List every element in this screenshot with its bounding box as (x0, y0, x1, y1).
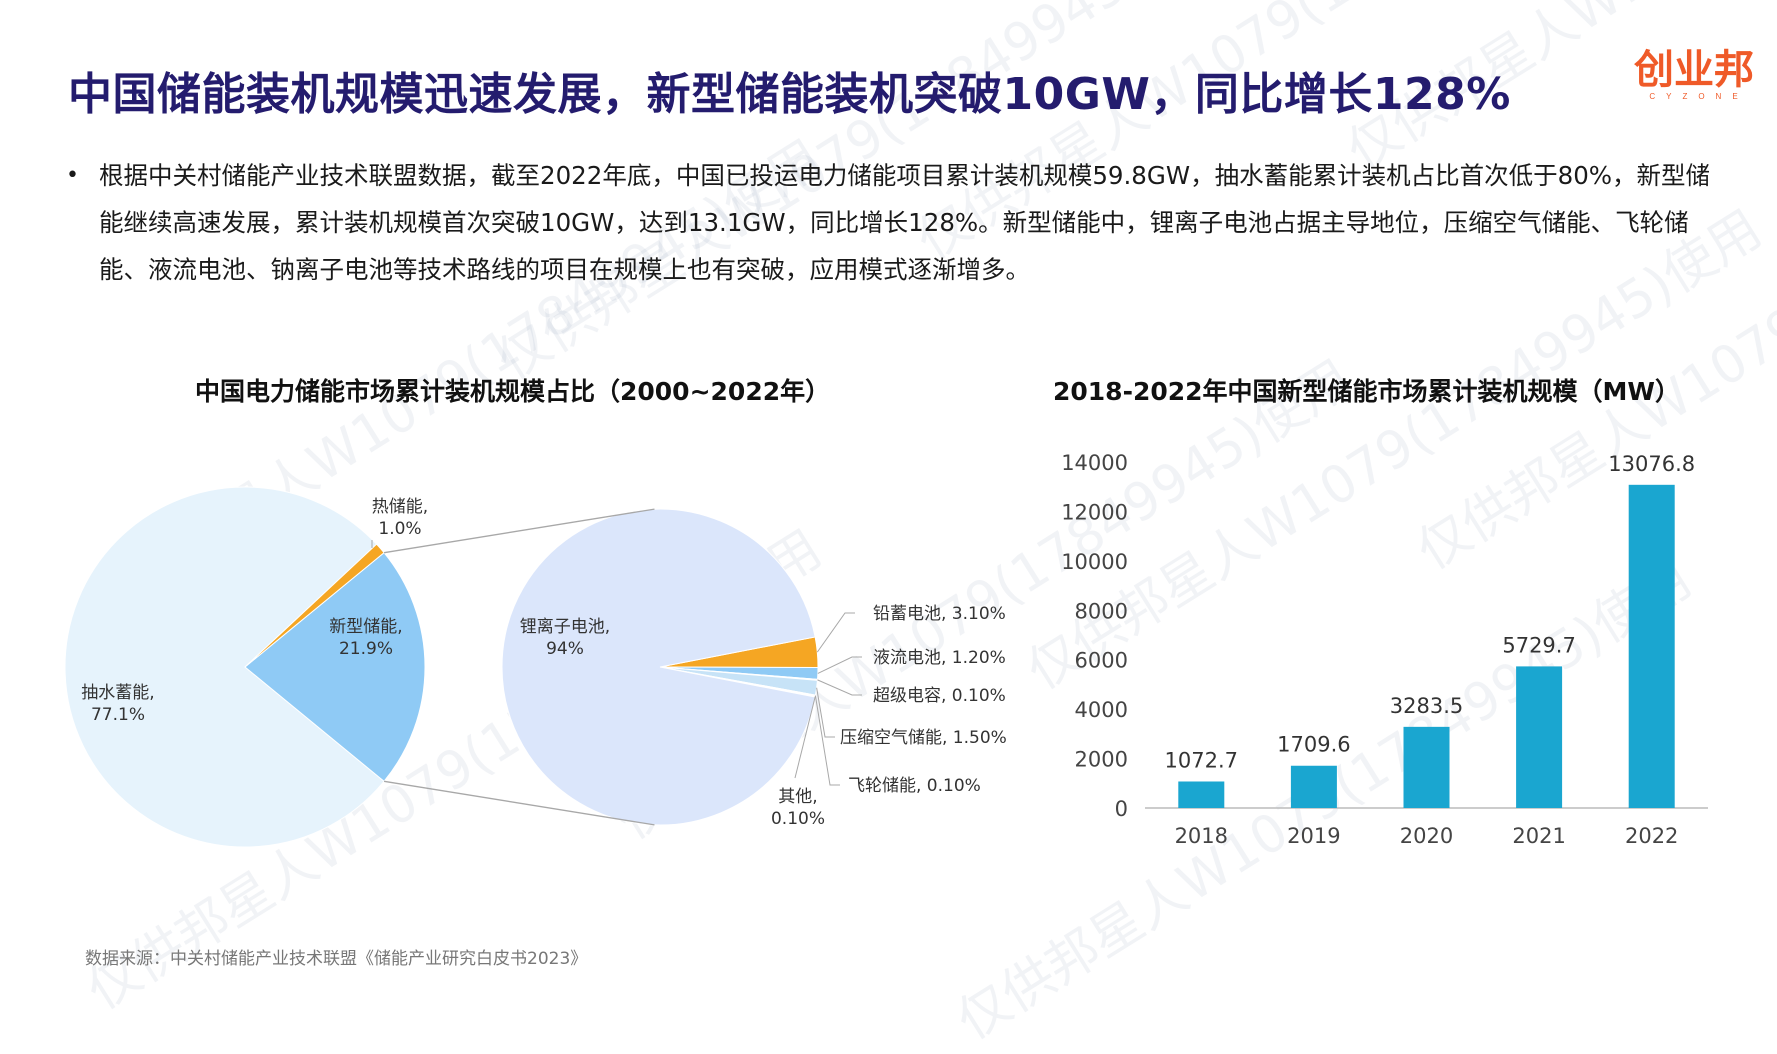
leader-breakdown-1 (816, 612, 855, 653)
leader-breakdown-2 (817, 656, 862, 674)
leader-breakdown-3 (817, 679, 862, 696)
x-tick-label: 2021 (1512, 824, 1565, 848)
brand-logo: 创业邦 CYZONE (1629, 48, 1759, 104)
summary-paragraph: • 根据中关村储能产业技术联盟数据，截至2022年底，中国已投运电力储能项目累计… (66, 152, 1716, 293)
label-new-storage-pct: 21.9% (339, 639, 393, 659)
bar-2022 (1628, 484, 1675, 808)
y-tick-label: 6000 (1075, 649, 1128, 673)
pie-of-pie-chart: 抽水蓄能,77.1% 新型储能,21.9% 热储能,1.0% 锂离子电池,94% 铅蓄电… (64, 486, 1007, 848)
pie-slice-lithium (501, 508, 816, 826)
logo-text: 创业邦 (1634, 47, 1754, 93)
label-other: 其他, (778, 787, 817, 807)
leader-breakdown-5 (814, 695, 840, 786)
bar-value-label: 5729.7 (1502, 633, 1575, 657)
bar-value-label: 1072.7 (1165, 748, 1238, 772)
label-breakdown-1: 铅蓄电池, 3.10% (873, 604, 1006, 624)
label-pumped-storage-pct: 77.1% (91, 705, 145, 725)
connector-line-top (383, 508, 655, 554)
summary-text: 根据中关村储能产业技术联盟数据，截至2022年底，中国已投运电力储能项目累计装机… (99, 161, 1711, 284)
bar-2020 (1403, 726, 1450, 808)
connector-line-bottom (383, 780, 655, 826)
label-other-pct: 0.10% (771, 809, 825, 829)
bar-2018 (1178, 781, 1225, 808)
y-tick-label: 10000 (1061, 550, 1128, 574)
x-tick-label: 2018 (1175, 824, 1228, 848)
label-lithium-pct: 94% (546, 639, 584, 659)
leader-breakdown-4 (816, 687, 835, 738)
label-breakdown-3: 超级电容, 0.10% (873, 686, 1006, 706)
pie-slice-pumped-storage (64, 486, 385, 848)
bar-value-label: 13076.8 (1608, 452, 1695, 476)
y-tick-label: 2000 (1075, 748, 1128, 772)
bullet-icon: • (66, 163, 79, 188)
y-tick-label: 8000 (1075, 599, 1128, 623)
bar-chart: 0 2000 4000 6000 8000 10000 12000 14000 1072.7 20… (1061, 451, 1708, 848)
x-tick-label: 2022 (1625, 824, 1678, 848)
label-breakdown-4: 压缩空气储能, 1.50% (840, 728, 1007, 748)
x-tick-label: 2020 (1400, 824, 1453, 848)
bar-2019 (1290, 765, 1337, 808)
bar-chart-title: 2018-2022年中国新型储能市场累计装机规模（MW） (1053, 377, 1680, 406)
y-tick-label: 4000 (1075, 698, 1128, 722)
y-tick-label: 14000 (1061, 451, 1128, 475)
label-breakdown-5: 飞轮储能, 0.10% (848, 776, 981, 796)
label-breakdown-2: 液流电池, 1.20% (873, 648, 1006, 668)
leader-other (794, 696, 816, 779)
pie-chart-title: 中国电力储能市场累计装机规模占比（2000~2022年） (195, 377, 831, 406)
pie-slice-thermal-storage (244, 543, 385, 668)
bar-value-label: 3283.5 (1390, 694, 1463, 718)
x-tick-label: 2019 (1287, 824, 1340, 848)
label-lithium: 锂离子电池, (520, 617, 610, 637)
label-thermal-storage-pct: 1.0% (378, 519, 421, 539)
bar-2021 (1516, 666, 1563, 808)
y-tick-label: 12000 (1061, 500, 1128, 524)
label-thermal-storage: 热储能, (372, 497, 428, 517)
y-tick-label: 0 (1115, 797, 1128, 821)
data-source-note: 数据来源：中关村储能产业技术联盟《储能产业研究白皮书2023》 (85, 949, 588, 969)
bar-value-label: 1709.6 (1277, 733, 1350, 757)
label-pumped-storage: 抽水蓄能, (81, 683, 154, 703)
logo-subtext: CYZONE (1649, 92, 1749, 101)
label-new-storage: 新型储能, (329, 617, 402, 637)
pie-slice-new-storage (244, 551, 426, 783)
page-title: 中国储能装机规模迅速发展，新型储能装机突破10GW，同比增长128% (68, 69, 1511, 120)
